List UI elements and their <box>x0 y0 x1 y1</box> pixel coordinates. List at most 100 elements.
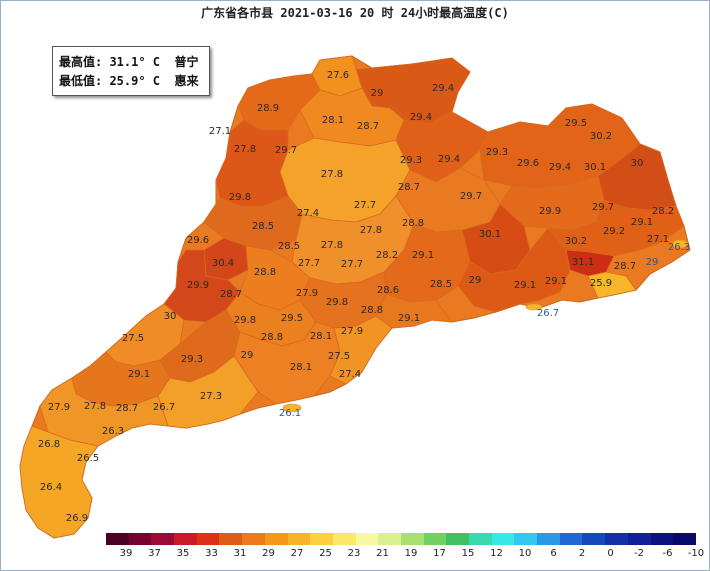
legend-tick-label: 23 <box>347 548 361 559</box>
station-temp-label: 27.5 <box>122 333 144 344</box>
station-temp-label: 26.7 <box>537 308 559 319</box>
station-temp-label: 29.5 <box>565 118 587 129</box>
station-temp-label: 27.8 <box>321 240 343 251</box>
legend-swatch <box>242 533 265 545</box>
legend-tick-label: -2 <box>634 548 644 559</box>
station-temp-label: 26.3 <box>668 242 690 253</box>
station-temp-label: 25.9 <box>590 278 612 289</box>
legend-swatch <box>196 533 220 545</box>
station-temp-label: 27.9 <box>48 402 70 413</box>
station-temp-label: 28.7 <box>116 403 138 414</box>
station-temp-label: 29.6 <box>517 158 539 169</box>
station-temp-label: 27.8 <box>360 225 382 236</box>
station-temp-label: 29.6 <box>187 235 209 246</box>
station-temp-label: 26.9 <box>66 513 88 524</box>
station-temp-label: 29.1 <box>412 250 434 261</box>
legend-swatch <box>559 533 583 545</box>
station-temp-label: 29 <box>469 275 482 286</box>
legend-swatch <box>151 533 175 545</box>
station-temp-label: 29.4 <box>410 112 432 123</box>
legend-tick-label: 17 <box>433 548 446 559</box>
region-patches <box>19 55 685 539</box>
legend-swatch <box>673 533 696 545</box>
color-legend: 39 37 35 33 31 29 27 25 23 21 19 17 15 12 10 6 2 0 -2 -6 -10 <box>106 533 705 565</box>
station-temp-label: 29.1 <box>398 313 420 324</box>
legend-swatch <box>355 533 379 545</box>
station-temp-label: 28.7 <box>357 121 379 132</box>
station-temp-label: 30.2 <box>565 236 587 247</box>
station-temp-label: 29.3 <box>181 354 203 365</box>
legend-tick-label: 0 <box>607 548 614 559</box>
legend-color-bar <box>106 533 696 545</box>
min-value-text: 最低值: 25.9° C 惠来 <box>59 74 199 88</box>
station-temp-label: 27.1 <box>209 126 231 137</box>
legend-swatch <box>650 533 674 545</box>
station-temp-label: 29 <box>646 257 659 268</box>
legend-tick-label: 19 <box>404 548 418 559</box>
station-temp-label: 26.3 <box>102 426 124 437</box>
legend-tick-label: 35 <box>176 548 190 559</box>
legend-swatch <box>423 533 447 545</box>
station-temp-label: 29.2 <box>603 226 625 237</box>
station-temp-label: 30 <box>164 311 177 322</box>
station-temp-label: 27.3 <box>200 391 222 402</box>
station-temp-label: 30.1 <box>479 229 501 240</box>
station-temp-label: 27.4 <box>297 208 319 219</box>
station-temp-label: 29.9 <box>539 206 561 217</box>
station-temp-label: 29.1 <box>128 369 150 380</box>
legend-tick-label: 33 <box>205 548 218 559</box>
legend-swatch <box>400 533 424 545</box>
station-temp-label: 30.1 <box>584 162 606 173</box>
station-temp-label: 29.5 <box>281 313 303 324</box>
legend-tick-label: 21 <box>376 548 389 559</box>
station-temp-label: 27.8 <box>84 401 106 412</box>
island-sea-26-7 <box>525 303 543 311</box>
station-temp-label: 28.1 <box>290 362 312 373</box>
legend-swatch <box>378 533 401 545</box>
station-temp-label: 26.8 <box>38 439 60 450</box>
legend-swatch <box>219 533 243 545</box>
station-temp-label: 28.7 <box>614 261 636 272</box>
map-title: 广东省各市县 2021-03-16 20 时 24小时最高温度(C) <box>201 6 509 20</box>
station-temp-label: 29.4 <box>432 83 454 94</box>
legend-swatch <box>106 533 129 545</box>
legend-swatch <box>469 533 492 545</box>
station-temp-label: 28.6 <box>377 285 399 296</box>
station-temp-label: 27.7 <box>298 258 320 269</box>
legend-swatch <box>514 533 538 545</box>
station-temp-label: 29.3 <box>486 147 508 158</box>
legend-tick-label: 12 <box>490 548 503 559</box>
station-temp-label: 29.1 <box>514 280 536 291</box>
station-temp-label: 29.4 <box>438 154 460 165</box>
station-temp-label: 30 <box>631 158 644 169</box>
station-temp-label: 29.3 <box>400 155 422 166</box>
station-temp-label: 29.9 <box>187 280 209 291</box>
station-temp-label: 27.8 <box>321 169 343 180</box>
legend-swatch <box>174 533 197 545</box>
legend-swatch <box>128 533 152 545</box>
legend-labels: 39 37 35 33 31 29 27 25 23 21 19 17 15 12 10 6 2 0 -2 -6 -10 <box>106 548 705 562</box>
legend-tick-label: 37 <box>148 548 161 559</box>
legend-tick-label: 15 <box>461 548 475 559</box>
legend-swatch <box>491 533 515 545</box>
legend-tick-label: -10 <box>687 548 705 559</box>
legend-tick-label: 29 <box>262 548 275 559</box>
station-temp-label: 29.7 <box>460 191 482 202</box>
station-temp-label: 28.8 <box>261 332 283 343</box>
station-temp-label: 26.1 <box>279 408 301 419</box>
island-nanao <box>671 239 689 249</box>
station-labels: 27.6 29 29.4 28.9 28.1 28.7 29.4 29.5 27.1 30.2 27… <box>38 70 690 524</box>
station-temp-label: 26.4 <box>40 482 62 493</box>
legend-tick-label: 31 <box>233 548 247 559</box>
legend-swatch <box>627 533 651 545</box>
station-temp-label: 28.8 <box>402 218 424 229</box>
legend-swatch <box>310 533 333 545</box>
station-temp-label: 29.7 <box>275 145 297 156</box>
station-temp-label: 27.9 <box>341 326 363 337</box>
station-temp-label: 30.2 <box>590 131 612 142</box>
station-temp-label: 27.9 <box>296 288 318 299</box>
max-value-text: 最高值: 31.1° C 普宁 <box>59 55 199 69</box>
legend-swatch <box>605 533 628 545</box>
station-temp-label: 29 <box>371 88 384 99</box>
